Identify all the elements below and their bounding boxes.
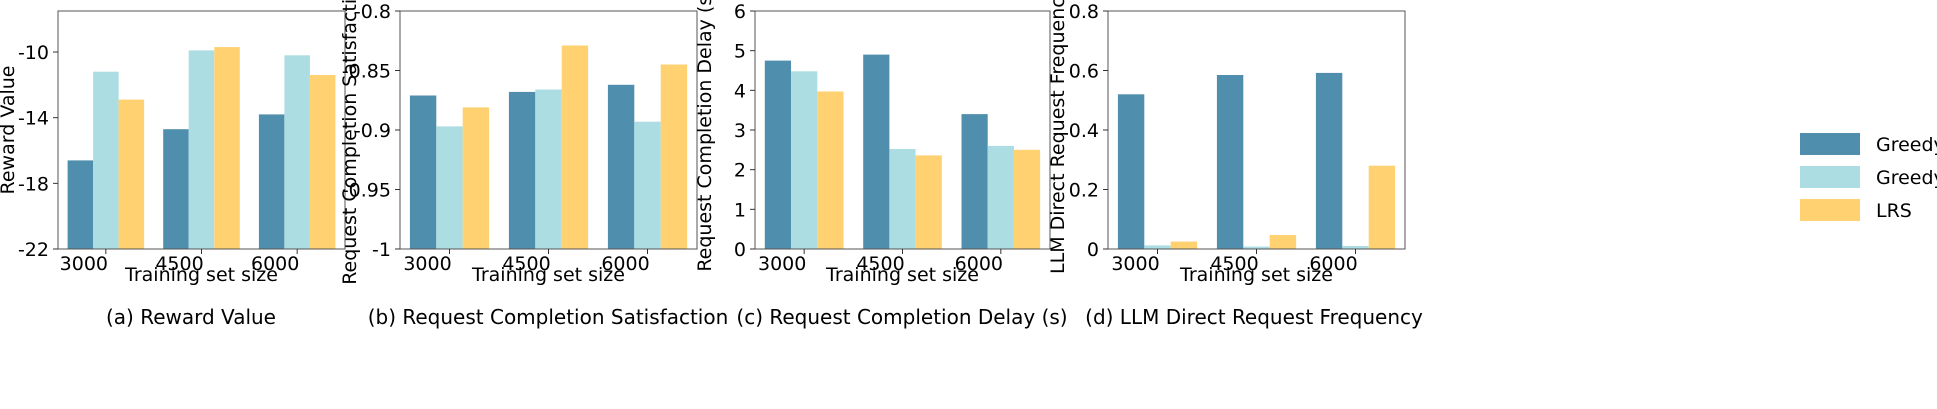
x-tick-label: 6000 [955, 253, 1003, 275]
x-tick-label: 4500 [155, 253, 203, 275]
y-tick-label: 5 [734, 41, 746, 63]
y-tick-label: -0.9 [354, 120, 391, 142]
y-axis-label: Request Completion Delay (s) [694, 0, 716, 272]
bar-greedy-llm-3000 [436, 126, 463, 249]
x-tick-label: 4500 [502, 253, 550, 275]
legend-item-greedy-llm: Greedy-LLM [1800, 166, 1937, 189]
bar-greedy-llm-6000 [987, 145, 1014, 249]
bar-greedy-0-3-3000 [67, 160, 94, 249]
bar-lrs-3000 [1170, 241, 1198, 249]
bar-lrs-6000 [660, 64, 688, 249]
legend-label-greedy-llm: Greedy-LLM [1876, 167, 1937, 189]
bar-lrs-4500 [561, 45, 589, 249]
chart-caption: (b) Request Completion Satisfaction [368, 305, 729, 329]
chart-caption: (d) LLM Direct Request Frequency [1085, 305, 1423, 329]
bar-greedy-0-3-6000 [1315, 72, 1343, 250]
legend-item-lrs: LRS [1800, 199, 1912, 222]
bar-greedy-llm-6000 [1342, 246, 1369, 249]
legend-label-lrs: LRS [1876, 200, 1912, 222]
bar-lrs-6000 [1368, 165, 1396, 249]
x-tick-label: 6000 [1309, 253, 1357, 275]
bar-greedy-llm-4500 [889, 149, 916, 249]
bar-greedy-0-3-3000 [1117, 94, 1145, 249]
legend-label-greedy-03: Greedy-0.3 [1876, 134, 1937, 156]
bar-lrs-4500 [915, 155, 942, 249]
bar-greedy-0-3-6000 [607, 84, 635, 249]
y-tick-label: -0.8 [354, 1, 391, 23]
legend-item-greedy-03: Greedy-0.3 [1800, 133, 1937, 156]
bar-greedy-0-3-3000 [409, 95, 437, 249]
bar-lrs-4500 [214, 47, 240, 249]
y-tick-label: -18 [18, 173, 49, 195]
chart-panel-2: -1 -0.95 -0.9 -0.85 -0.8 3000 4500 6000Training… [339, 0, 728, 329]
bar-lrs-6000 [1013, 149, 1041, 249]
plot-frame [1107, 10, 1406, 250]
y-tick-label: 3 [734, 120, 746, 142]
legend: Greedy-0.3 Greedy-LLM LRS [1800, 133, 1937, 222]
chart-caption: (c) Request Completion Delay (s) [736, 305, 1067, 329]
x-tick-label: 3000 [60, 253, 108, 275]
x-axis-label: Training set size [471, 264, 625, 286]
bar-greedy-llm-4500 [535, 89, 562, 249]
legend-swatch-greedy-llm [1800, 166, 1860, 188]
y-tick-label: 2 [734, 160, 746, 182]
bar-greedy-0-3-4500 [1216, 75, 1244, 249]
y-tick-label: 0.2 [1069, 180, 1099, 202]
y-tick-label: -0.85 [342, 61, 391, 83]
x-tick-label: 3000 [1111, 253, 1159, 275]
y-tick-label: 0 [734, 239, 746, 261]
bar-greedy-0-3-4500 [508, 91, 536, 250]
bar-greedy-llm-6000 [284, 55, 310, 249]
y-tick-label: -10 [18, 42, 49, 64]
y-tick-label: -1 [372, 239, 391, 261]
x-tick-label: 3000 [403, 253, 451, 275]
y-tick-label: 0.8 [1069, 1, 1099, 23]
y-tick-label: 1 [734, 199, 746, 221]
y-tick-label: 0 [1087, 239, 1099, 261]
x-tick-label: 4500 [1210, 253, 1258, 275]
bar-greedy-llm-4500 [188, 50, 215, 250]
x-axis-label: Training set size [825, 264, 979, 286]
x-tick-label: 6000 [251, 253, 299, 275]
bar-lrs-3000 [118, 99, 145, 249]
bar-greedy-0-3-4500 [163, 129, 189, 249]
bar-lrs-3000 [817, 91, 844, 249]
y-axis-label: Reward Value [0, 66, 19, 195]
y-tick-label: 6 [734, 1, 746, 23]
y-tick-label: 0.6 [1069, 61, 1099, 83]
bar-greedy-llm-3000 [1144, 245, 1171, 249]
x-axis-label: Training set size [124, 264, 278, 286]
bar-lrs-3000 [462, 107, 490, 250]
x-axis-label: Training set size [1179, 264, 1333, 286]
bar-greedy-llm-3000 [93, 71, 119, 249]
y-tick-label: 4 [734, 80, 746, 102]
y-axis-label: Request Completion Satisfaction [339, 0, 361, 285]
legend-swatch-greedy-03 [1800, 133, 1860, 155]
bar-lrs-6000 [309, 75, 336, 249]
bar-greedy-llm-4500 [1243, 246, 1270, 249]
bar-lrs-4500 [1269, 235, 1297, 249]
chart-caption: (a) Reward Value [106, 305, 276, 329]
y-axis-label: LLM Direct Request Frequency [1047, 0, 1069, 274]
y-tick-label: -0.95 [342, 180, 391, 202]
bar-greedy-0-3-3000 [764, 60, 791, 249]
legend-swatch-lrs [1800, 199, 1860, 221]
x-tick-label: 3000 [758, 253, 806, 275]
y-tick-label: -14 [18, 108, 49, 130]
x-tick-label: 4500 [856, 253, 904, 275]
bar-greedy-0-3-4500 [863, 54, 890, 249]
bar-greedy-0-3-6000 [961, 114, 988, 249]
y-tick-label: -22 [18, 239, 49, 261]
bar-greedy-0-3-6000 [258, 114, 285, 250]
x-tick-label: 6000 [601, 253, 649, 275]
bar-greedy-llm-6000 [634, 121, 661, 249]
y-tick-label: 0.4 [1069, 120, 1099, 142]
bar-greedy-llm-3000 [791, 71, 818, 249]
